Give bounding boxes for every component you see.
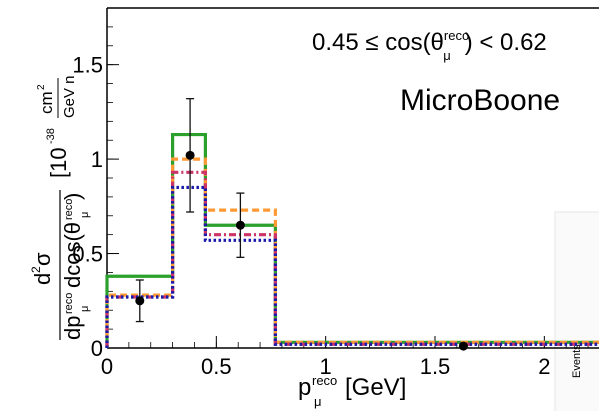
brand-label: MicroBoone xyxy=(400,84,560,117)
data-point xyxy=(235,220,245,230)
svg-text:[GeV]: [GeV] xyxy=(345,374,406,401)
x-tick-label: 0 xyxy=(101,354,113,379)
x-tick-label: 2 xyxy=(538,354,550,379)
svg-text:p: p xyxy=(298,374,311,401)
series-solid-line xyxy=(105,132,599,348)
svg-text:reco: reco xyxy=(63,199,75,220)
inset-label: Events xyxy=(571,344,583,378)
data-point xyxy=(185,150,195,160)
x-tick-label: 0.5 xyxy=(201,354,232,379)
svg-text:2: 2 xyxy=(36,84,47,90)
svg-text:d: d xyxy=(30,273,55,285)
cut-annotation: 0.45 ≤ cos(θreco μ) < 0.62 xyxy=(312,28,547,63)
y-tick-label: 0 xyxy=(91,336,103,361)
svg-text:dcos(θ: dcos(θ xyxy=(60,222,85,288)
svg-text:μ: μ xyxy=(79,212,91,218)
series-layer xyxy=(105,132,599,348)
svg-text:μ: μ xyxy=(314,394,322,409)
data-points xyxy=(135,98,468,351)
svg-text:cm: cm xyxy=(37,91,56,114)
series-dashed-line xyxy=(105,157,599,348)
series-dotted-line xyxy=(105,185,599,348)
x-tick-label: 1 xyxy=(320,354,332,379)
svg-text:dp: dp xyxy=(60,316,85,340)
x-axis-label: p reco μ [GeV] xyxy=(298,373,406,409)
x-tick-label: 1.5 xyxy=(420,354,451,379)
svg-text:[10: [10 xyxy=(46,147,71,178)
ticks: 0 0.5 1 1.5 2 0 0.5 1 1.5 xyxy=(72,26,589,379)
svg-text:GeV n: GeV n xyxy=(61,75,78,118)
svg-text:μ: μ xyxy=(79,306,91,312)
data-point xyxy=(135,296,145,306)
series-dashdot-line xyxy=(105,170,599,348)
y-tick-label: 1.5 xyxy=(72,53,103,78)
svg-text:reco: reco xyxy=(312,373,337,388)
y-axis-label: d 2 σ dp reco μ dcos(θ reco μ ) [10 -38 … xyxy=(29,75,91,340)
data-point xyxy=(458,341,468,351)
svg-text:reco: reco xyxy=(63,293,75,314)
svg-text:-38: -38 xyxy=(45,128,57,144)
y-tick-label: 1 xyxy=(91,147,103,172)
y-tick-label: 0.5 xyxy=(72,242,103,267)
inset-panel xyxy=(554,211,599,411)
svg-text:2: 2 xyxy=(29,266,43,273)
svg-text:): ) xyxy=(60,193,85,200)
svg-text:σ: σ xyxy=(30,252,55,266)
